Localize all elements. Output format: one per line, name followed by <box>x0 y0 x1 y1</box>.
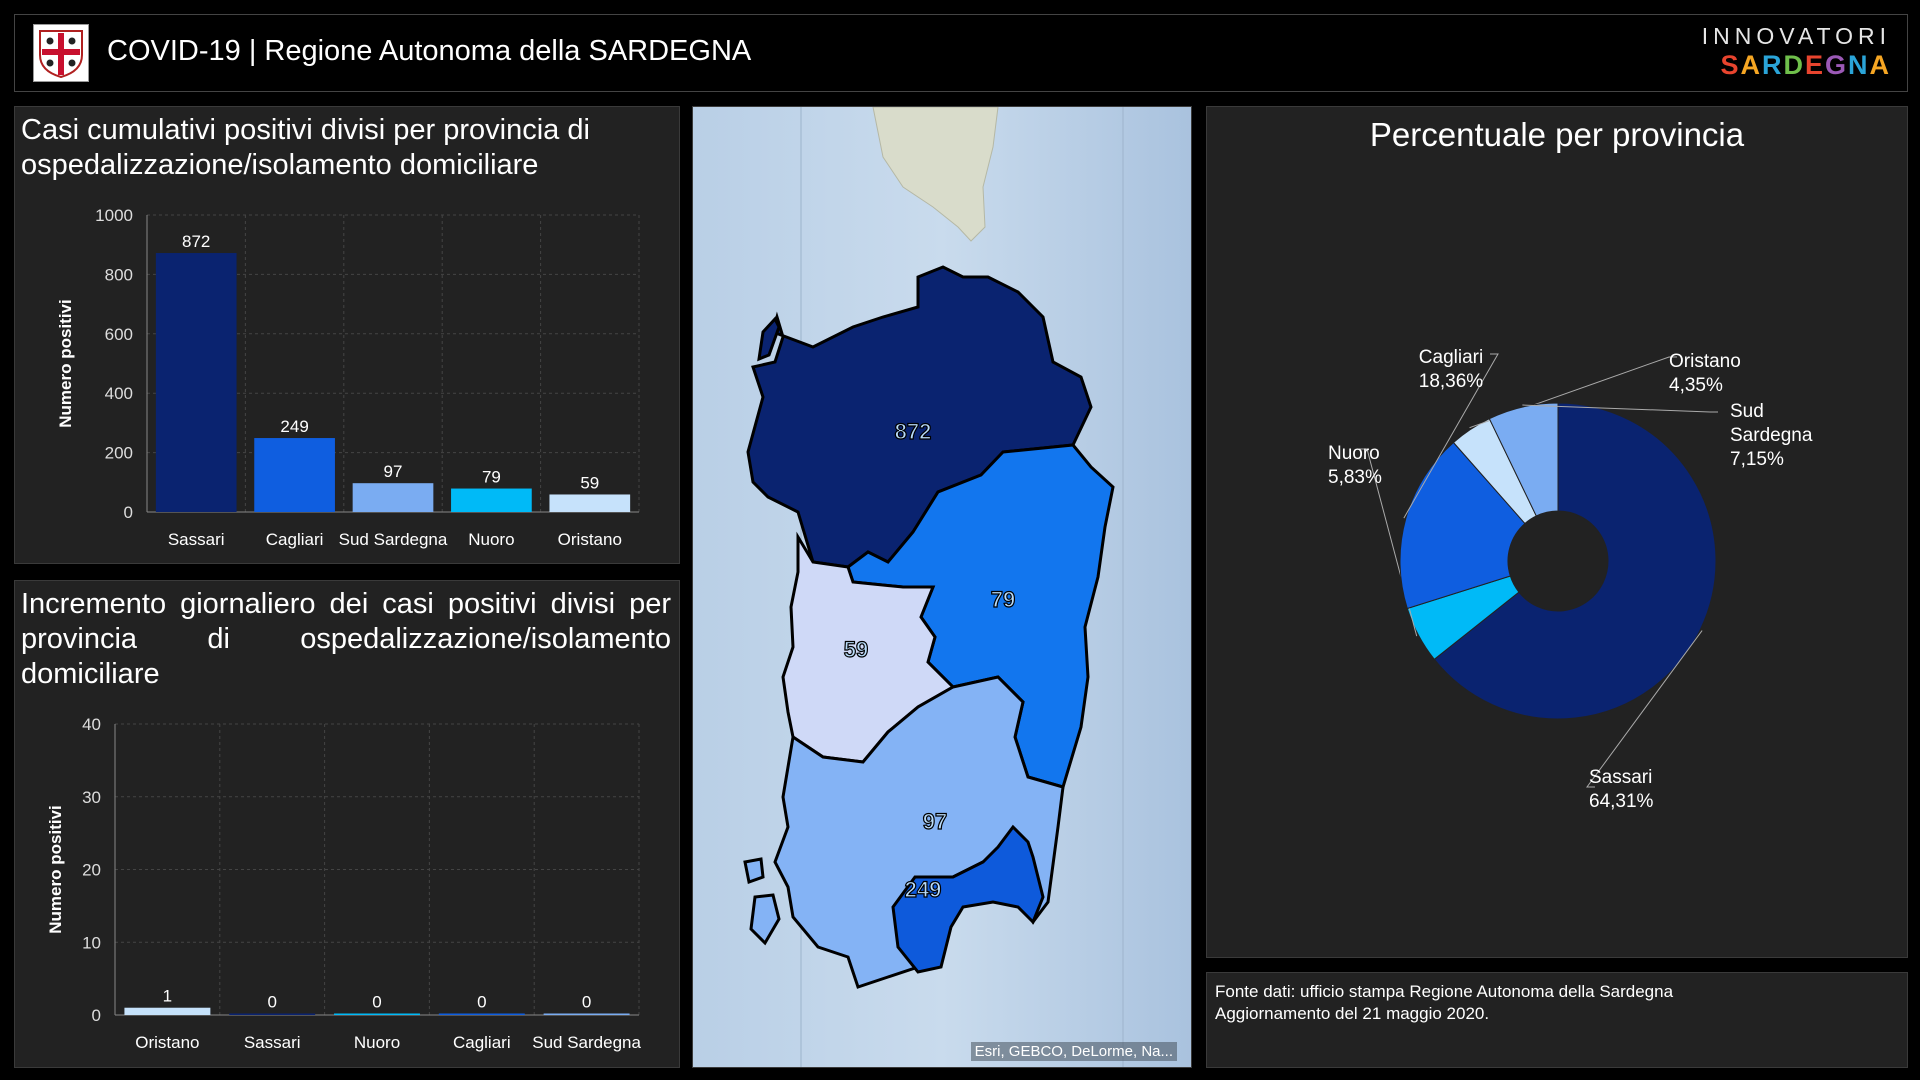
daily-increment-panel: Incremento giornaliero dei casi positivi… <box>14 580 680 1068</box>
bar-value-label: 59 <box>580 473 599 492</box>
y-tick-label: 400 <box>105 384 133 403</box>
slice-percent: 5,83% <box>1328 467 1382 488</box>
brand-letter: A <box>1740 50 1762 80</box>
leader-line <box>1403 353 1499 519</box>
y-tick-label: 40 <box>82 715 101 734</box>
slice-percent: 7,15% <box>1730 449 1784 470</box>
brand-letter: N <box>1848 50 1870 80</box>
bar-value-label: 0 <box>582 993 591 1012</box>
dashboard-title: COVID-19 | Regione Autonoma della SARDEG… <box>107 35 752 67</box>
y-tick-label: 20 <box>82 861 101 880</box>
brand-letter: G <box>1824 50 1848 80</box>
slice-label: Oristano <box>1669 351 1741 372</box>
pie-chart-title: Percentuale per provincia <box>1369 116 1745 153</box>
brand-letter: R <box>1761 50 1784 80</box>
province-cagliari <box>891 824 1045 974</box>
brand-letter: D <box>1783 50 1805 80</box>
x-tick-label: Cagliari <box>453 1033 511 1052</box>
bar-sassari <box>155 253 237 513</box>
island-san-pietro <box>743 857 765 884</box>
bar-value-label: 1 <box>163 987 172 1006</box>
corsica-landmass <box>872 107 999 242</box>
y-axis-title: Numero positivi <box>46 805 65 933</box>
x-tick-label: Sud Sardegna <box>532 1033 641 1052</box>
source-panel: Fonte dati: ufficio stampa Regione Auton… <box>1206 972 1908 1068</box>
x-tick-label: Sassari <box>244 1033 301 1052</box>
bar-value-label: 79 <box>482 468 501 487</box>
bar-value-label: 872 <box>182 232 210 251</box>
bar-oristano <box>124 1007 211 1015</box>
x-tick-label: Oristano <box>558 530 622 549</box>
map-label-oristano: 59 <box>844 637 868 662</box>
cumulative-cases-panel: Casi cumulativi positivi divisi per prov… <box>14 106 680 564</box>
x-tick-label: Cagliari <box>266 530 324 549</box>
map-label-sud-sardegna: 97 <box>923 809 947 834</box>
bar-cagliari <box>438 1013 525 1015</box>
slice-label: Sardegna <box>1730 425 1813 446</box>
cumulative-chart-title: Casi cumulativi positivi divisi per prov… <box>21 114 590 181</box>
province-percentage-panel: Percentuale per provincia Sassari 64,31% N… <box>1206 106 1908 958</box>
bar-oristano <box>549 494 631 512</box>
bar-sud-sardegna <box>543 1013 630 1015</box>
x-tick-label: Sud Sardegna <box>339 530 448 549</box>
brand-letter: S <box>1720 50 1741 80</box>
bar-cagliari <box>254 438 335 512</box>
x-tick-label: Nuoro <box>354 1033 400 1052</box>
brand-line1: INNOVATORI <box>1701 23 1891 49</box>
y-tick-label: 800 <box>105 265 133 284</box>
slice-sud-sardegna <box>1488 402 1559 517</box>
brand-letter: E <box>1804 50 1825 80</box>
slice-percent: 18,36% <box>1419 371 1484 392</box>
leader-line <box>1522 404 1718 413</box>
y-tick-label: 0 <box>92 1006 101 1025</box>
island-sant-antioco <box>749 893 781 946</box>
update-date-line: Aggiornamento del 21 maggio 2020. <box>1215 1004 1490 1023</box>
y-tick-label: 0 <box>124 503 133 522</box>
source-line: Fonte dati: ufficio stampa Regione Auton… <box>1215 982 1674 1001</box>
innovatori-sardegna-logo: INNOVATORI SARDEGNA <box>1702 23 1891 81</box>
y-tick-label: 10 <box>82 933 101 952</box>
province-donut-chart: Sassari 64,31% Nuoro 5,83% Cagliari 18,36% Ori… <box>1328 347 1813 812</box>
cumulative-bar-chart: 0 200 400 600 800 1000 Numero positivi 872 Sassa… <box>56 206 640 549</box>
y-axis-title: Numero positivi <box>56 299 75 427</box>
slice-label: Sud <box>1730 401 1764 422</box>
y-tick-label: 600 <box>105 325 133 344</box>
slice-percent: 64,31% <box>1589 791 1654 812</box>
x-tick-label: Oristano <box>135 1033 199 1052</box>
header-bar: COVID-19 | Regione Autonoma della SARDEG… <box>14 14 1908 92</box>
slice-label: Nuoro <box>1328 443 1380 464</box>
daily-bar-chart: 0 10 20 30 40 Numero positivi 1 Oristano 0 Sassar… <box>46 715 641 1052</box>
bar-nuoro <box>334 1013 420 1015</box>
slice-percent: 4,35% <box>1669 375 1723 396</box>
y-tick-label: 1000 <box>95 206 133 225</box>
bar-value-label: 0 <box>477 993 486 1012</box>
bar-sud-sardegna <box>352 483 434 512</box>
sardinia-map[interactable]: 872 79 59 97 249 Esri, GEBCO, DeLorme, N… <box>692 106 1192 1068</box>
x-tick-label: Nuoro <box>468 530 514 549</box>
sardinia-crest-logo <box>33 24 89 82</box>
bar-value-label: 0 <box>267 993 276 1012</box>
slice-label: Sassari <box>1589 767 1652 788</box>
brand-line2: SARDEGNA <box>1702 50 1891 81</box>
daily-chart-title: Incremento giornaliero dei casi positivi… <box>21 588 671 690</box>
bar-value-label: 97 <box>384 462 403 481</box>
map-attribution[interactable]: Esri, GEBCO, DeLorme, Na... <box>970 1042 1177 1061</box>
slice-sassari <box>1433 402 1717 720</box>
y-tick-label: 30 <box>82 788 101 807</box>
slice-label: Cagliari <box>1419 347 1483 368</box>
map-label-nuoro: 79 <box>991 587 1015 612</box>
island-asinara <box>757 316 781 362</box>
bar-value-label: 249 <box>280 417 308 436</box>
y-tick-label: 200 <box>105 444 133 463</box>
map-canvas: 872 79 59 97 249 <box>693 107 1191 1067</box>
map-label-sassari: 872 <box>895 419 932 444</box>
bar-nuoro <box>451 488 532 512</box>
map-label-cagliari: 249 <box>905 877 942 902</box>
x-tick-label: Sassari <box>168 530 225 549</box>
bar-sassari <box>229 1013 316 1015</box>
leader-line <box>1586 630 1703 788</box>
brand-letter: A <box>1869 50 1891 80</box>
bar-value-label: 0 <box>372 993 381 1012</box>
